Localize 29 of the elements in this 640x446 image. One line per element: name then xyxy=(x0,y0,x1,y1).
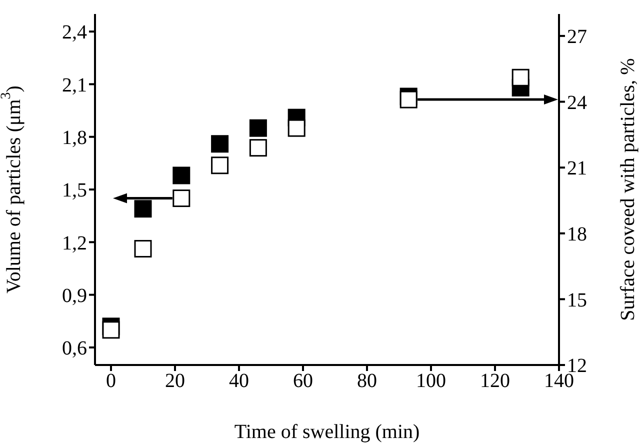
y-tick-label: 2,1 xyxy=(62,74,87,96)
x-tick-label: 120 xyxy=(480,370,510,392)
x-tick-label: 40 xyxy=(229,370,249,392)
x-tick-label: 80 xyxy=(357,370,377,392)
x-tick-label: 20 xyxy=(165,370,185,392)
x-axis-title: Time of swelling (min) xyxy=(234,421,420,443)
point xyxy=(172,166,190,184)
y2-tick-label: 18 xyxy=(567,223,587,246)
y2-tick-label: 15 xyxy=(567,289,587,312)
y2-axis-title: Surface coveed with particles, % xyxy=(617,58,639,321)
y-tick-label: 1,5 xyxy=(62,180,87,202)
y-tick-label: 0,9 xyxy=(62,284,87,307)
y-tick-label: 1,8 xyxy=(62,126,87,149)
x-tick-label: 100 xyxy=(416,370,446,392)
y-tick-label: 2,4 xyxy=(62,22,87,44)
x-tick-label: 60 xyxy=(293,370,313,392)
y-tick-label: 0,6 xyxy=(62,338,87,360)
point xyxy=(102,321,120,339)
point xyxy=(288,119,306,137)
y2-tick-label: 27 xyxy=(567,26,587,48)
y2-tick-label: 21 xyxy=(567,158,587,180)
y2-tick-label: 24 xyxy=(567,92,587,114)
point xyxy=(134,200,152,218)
x-tick-label: 0 xyxy=(106,370,116,392)
point xyxy=(400,90,418,108)
point xyxy=(249,119,267,137)
point xyxy=(512,68,530,86)
point xyxy=(211,135,229,153)
y-tick-label: 1,2 xyxy=(62,232,87,254)
